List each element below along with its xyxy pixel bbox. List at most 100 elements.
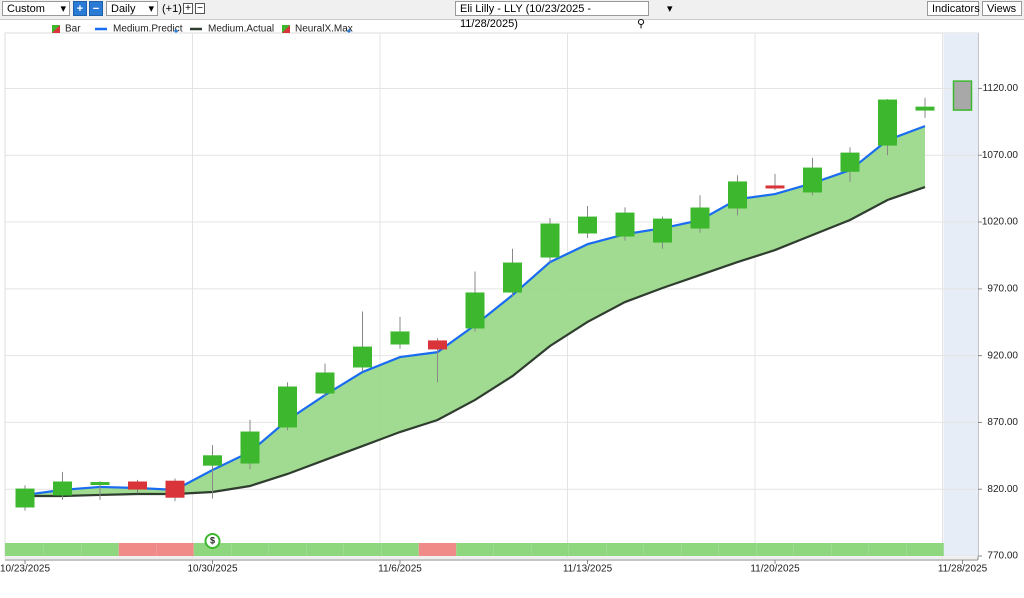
interval-text: Daily <box>111 3 136 15</box>
candle-body <box>465 292 485 329</box>
signal-segment <box>343 543 382 556</box>
candle-body <box>615 212 635 237</box>
dollar-circle <box>204 533 221 549</box>
signal-segment <box>868 543 907 556</box>
candle-body <box>578 216 597 234</box>
forecast-shade <box>943 33 978 556</box>
indicators-text: Indicators <box>932 3 980 15</box>
signal-segment <box>156 543 194 556</box>
legend-icon <box>52 25 60 33</box>
candle-body <box>90 482 110 486</box>
y-tick-label: 770.00 <box>987 551 1018 562</box>
y-tick-label: 870.00 <box>987 417 1018 428</box>
interval-select[interactable]: Daily ▾ <box>106 1 158 16</box>
x-tick-label: 11/6/2025 <box>378 564 422 575</box>
views-button[interactable]: Views <box>982 1 1022 16</box>
candle-body <box>128 481 147 490</box>
legend-dot <box>174 29 178 33</box>
y-tick-label: 970.00 <box>987 283 1018 294</box>
toolbar: Custom ▾ + − Daily ▾ (+1) + − Eli Lilly - … <box>0 0 1024 30</box>
signal-segment <box>456 543 494 556</box>
x-tick-label: 10/30/2025 <box>187 564 237 575</box>
candle-body <box>915 106 935 111</box>
legend-dot <box>347 29 351 33</box>
symbol-box[interactable]: Eli Lilly - LLY (10/23/2025 - 11/28/2025… <box>455 1 649 30</box>
candle-body <box>315 372 335 394</box>
offset-text: (+1) <box>162 3 182 15</box>
signal-segment <box>493 543 532 556</box>
signal-segment <box>381 543 419 556</box>
y-tick-label: 1120.00 <box>983 83 1019 94</box>
signal-segment <box>5 543 44 556</box>
candle-body <box>690 207 710 229</box>
symbol-text: Eli Lilly - LLY (10/23/2025 - 11/28/2025… <box>460 3 592 30</box>
period-text: Custom <box>7 3 45 15</box>
x-tick-label: 10/23/2025 <box>0 564 50 575</box>
candle-body <box>203 455 222 466</box>
candle-body <box>390 331 410 345</box>
candle-body <box>428 340 447 350</box>
page: Custom ▾ + − Daily ▾ (+1) + − Eli Lilly - … <box>0 0 1024 575</box>
legend-icon <box>282 25 290 33</box>
signal-segment <box>681 543 719 556</box>
signal-segment <box>718 543 757 556</box>
candle-body <box>765 185 785 189</box>
indicators-button[interactable]: Indicators <box>927 1 980 16</box>
candle-body <box>803 167 822 193</box>
signal-segment <box>568 543 607 556</box>
signal-segment <box>268 543 307 556</box>
signal-segment <box>193 543 232 556</box>
candle-body <box>165 480 185 498</box>
zoom-in[interactable]: + <box>73 1 87 16</box>
signal-segment <box>118 543 157 556</box>
candle-body <box>653 218 672 243</box>
y-tick-label: 1070.00 <box>982 150 1019 161</box>
y-tick-label: 920.00 <box>987 350 1018 361</box>
signal-segment <box>231 543 269 556</box>
signal-segment <box>306 543 344 556</box>
signal-segment <box>418 543 457 556</box>
candle-body <box>240 431 260 464</box>
signal-segment <box>43 543 82 556</box>
plot-area <box>4 32 979 559</box>
dropdown-arrow: ▾ <box>60 3 66 15</box>
x-tick-label: 11/28/2025 <box>938 564 988 575</box>
dropdown-arrow: ▾ <box>148 3 154 15</box>
candle-body <box>840 152 860 172</box>
signal-segment <box>756 543 794 556</box>
legend-label: Bar <box>65 24 81 35</box>
offset-minus[interactable]: − <box>195 3 205 14</box>
offset-plus[interactable]: + <box>183 3 193 14</box>
zoom-out[interactable]: − <box>89 1 103 16</box>
dollar-icon: $ <box>204 533 221 549</box>
legend-label: NeuralX.Max <box>295 24 353 35</box>
signal-segment <box>906 543 944 556</box>
y-tick-label: 820.00 <box>987 484 1018 495</box>
x-tick-label: 11/13/2025 <box>563 564 613 575</box>
search-icon: ⚲ <box>636 18 645 30</box>
symbol-dropdown[interactable]: ▾ <box>667 3 673 15</box>
signal-segment <box>831 543 869 556</box>
legend-label: Medium.Actual <box>208 24 274 35</box>
dollar-sign: $ <box>210 535 215 545</box>
candle-body <box>540 223 560 258</box>
legend-label: Medium.Predict <box>113 24 183 35</box>
signal-segment <box>793 543 832 556</box>
candle-body <box>15 488 35 508</box>
candle-body <box>278 386 297 428</box>
candle-body <box>53 481 72 496</box>
views-text: Views <box>987 3 1017 15</box>
signal-segment <box>81 543 119 556</box>
candle-body <box>353 346 372 368</box>
forecast-box <box>952 80 973 111</box>
signal-segment <box>606 543 644 556</box>
chart: 770.00 820.00 870.00 920.00 970.00 1020.00 107… <box>0 24 1019 575</box>
y-tick-label: 1020.00 <box>982 217 1019 228</box>
candle-body <box>728 181 747 209</box>
signal-segment <box>531 543 569 556</box>
candle-body <box>503 262 522 293</box>
x-tick-label: 11/20/2025 <box>750 564 800 575</box>
period-select[interactable]: Custom ▾ <box>2 1 70 16</box>
candle-body <box>878 99 897 146</box>
signal-segment <box>643 543 682 556</box>
